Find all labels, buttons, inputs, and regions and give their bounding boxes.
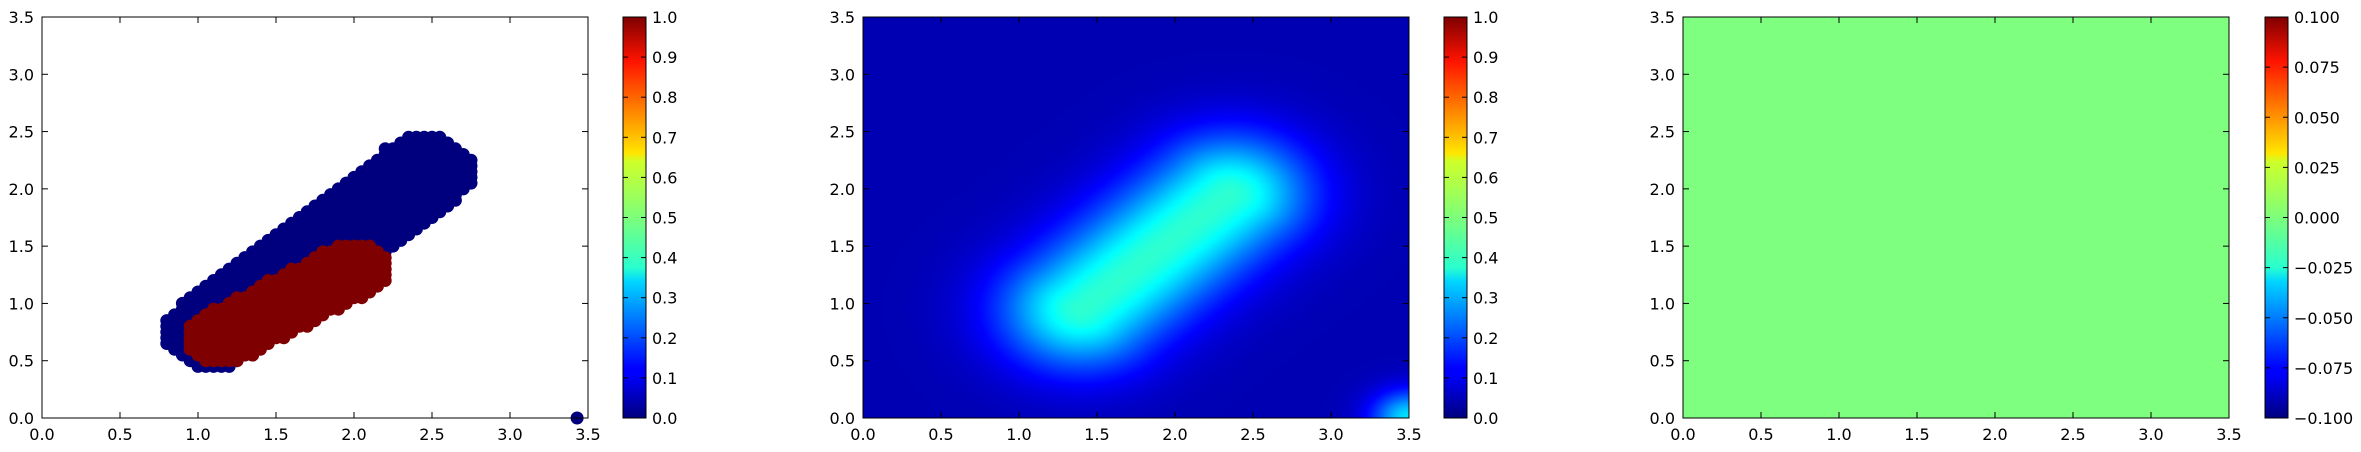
y-tick-label: 1.0: [830, 294, 855, 313]
colorbar-tick-label: 0.7: [1473, 128, 1498, 147]
y-tick-label: 3.0: [830, 65, 855, 84]
y-tick-label: 0.0: [830, 409, 855, 428]
x-tick-label: 2.0: [1162, 425, 1187, 444]
axis-ticks: 0.0 0.5 1.0 1.5 2.0 2.5 3.0 3.5 0.0 0.5 1.0 1.5 2.0 2…: [1650, 8, 2242, 444]
y-tick-label: 2.5: [9, 123, 34, 142]
x-tick-label: 3.0: [497, 425, 522, 444]
y-tick-label: 1.0: [9, 294, 34, 313]
plot-frame: [41, 16, 589, 419]
x-tick-label: 2.5: [1240, 425, 1265, 444]
y-tick-label: 1.5: [830, 237, 855, 256]
colorbar: 0.0 0.1 0.2 0.3 0.4 0.5 0.6 0.7 0.8 0.9 1.0: [1443, 8, 1498, 428]
colorbar-tick-label: −0.075: [2294, 359, 2353, 378]
colorbar: 0.0 0.1 0.2 0.3 0.4 0.5 0.6 0.7 0.8 0.9 1.0: [622, 8, 677, 428]
y-tick-label: 1.0: [1650, 294, 1675, 313]
x-tick-label: 3.5: [575, 425, 600, 444]
x-tick-label: 0.5: [928, 425, 953, 444]
y-tick-label: 2.0: [9, 180, 34, 199]
colorbar-tick-label: 0.0: [1473, 409, 1498, 428]
colorbar-tick-label: −0.050: [2294, 309, 2353, 328]
colorbar-tick-label: 0.1: [1473, 369, 1498, 388]
colorbar-tick-label: 0.8: [1473, 88, 1498, 107]
x-tick-label: 1.0: [185, 425, 210, 444]
panel-2: 0.0 0.5 1.0 1.5 2.0 2.5 3.0 3.5 0.0 0.5 1.0 1.5 2.0 2…: [830, 8, 1499, 444]
colorbar-tick-label: 0.2: [1473, 329, 1498, 348]
x-tick-label: 0.5: [1748, 425, 1773, 444]
colorbar-tick-label: 0.8: [652, 88, 677, 107]
scatter-point: [378, 251, 392, 265]
heatmap-field: [1683, 17, 2229, 418]
x-tick-label: 0.0: [1670, 425, 1695, 444]
x-tick-label: 0.0: [850, 425, 875, 444]
x-tick-label: 2.0: [341, 425, 366, 444]
x-tick-label: 2.5: [2060, 425, 2085, 444]
x-tick-label: 1.5: [1904, 425, 1929, 444]
x-tick-label: 0.0: [29, 425, 54, 444]
colorbar-tick-label: 1.0: [652, 8, 677, 27]
y-tick-label: 3.5: [830, 8, 855, 27]
y-tick-label: 3.0: [1650, 65, 1675, 84]
scatter-points: [160, 130, 584, 425]
y-tick-label: 0.5: [9, 352, 34, 371]
colorbar-tick-label: 0.2: [652, 329, 677, 348]
y-tick-label: 0.0: [1650, 409, 1675, 428]
plot-frame: [1682, 16, 2230, 419]
colorbar-tick-label: 0.7: [652, 128, 677, 147]
axis-ticks: 0.0 0.5 1.0 1.5 2.0 2.5 3.0 3.5 0.0 0.5 1.0 1.5 2.0 2…: [9, 8, 601, 444]
panel-3: 0.0 0.5 1.0 1.5 2.0 2.5 3.0 3.5 0.0 0.5 1.0 1.5 2.0 2…: [1650, 8, 2354, 444]
y-tick-label: 0.5: [830, 352, 855, 371]
y-tick-label: 3.0: [9, 65, 34, 84]
x-tick-label: 3.0: [1318, 425, 1343, 444]
x-tick-label: 3.5: [1396, 425, 1421, 444]
x-tick-label: 2.0: [1982, 425, 2007, 444]
x-tick-label: 0.5: [107, 425, 132, 444]
y-tick-label: 0.0: [9, 409, 34, 428]
colorbar-tick-label: 0.025: [2294, 158, 2340, 177]
colorbar-tick-label: 0.9: [652, 48, 677, 67]
colorbar-tick-label: 0.9: [1473, 48, 1498, 67]
x-tick-label: 1.5: [263, 425, 288, 444]
colorbar-tick-label: 0.1: [652, 369, 677, 388]
y-tick-label: 3.5: [9, 8, 34, 27]
colorbar-tick-label: 0.4: [1473, 249, 1498, 268]
colorbar-tick-label: −0.100: [2294, 409, 2353, 428]
y-tick-label: 1.5: [1650, 237, 1675, 256]
heatmap-field: [863, 17, 1409, 418]
colorbar-tick-label: 0.3: [652, 289, 677, 308]
series-1: [183, 239, 392, 368]
colorbar-tick-label: −0.025: [2294, 259, 2353, 278]
plot-frame: [862, 16, 1410, 419]
colorbar-tick-label: 0.000: [2294, 209, 2340, 228]
colorbar-tick-label: 0.5: [1473, 209, 1498, 228]
colorbar-tick-label: 0.0: [652, 409, 677, 428]
x-tick-label: 1.5: [1084, 425, 1109, 444]
colorbar-tick-label: 0.075: [2294, 58, 2340, 77]
axis-ticks: 0.0 0.5 1.0 1.5 2.0 2.5 3.0 3.5 0.0 0.5 1.0 1.5 2.0 2…: [830, 8, 1422, 444]
y-tick-label: 3.5: [1650, 8, 1675, 27]
y-tick-label: 0.5: [1650, 352, 1675, 371]
y-tick-label: 2.0: [830, 180, 855, 199]
colorbar-tick-label: 0.100: [2294, 8, 2340, 27]
y-tick-label: 1.5: [9, 237, 34, 256]
x-tick-label: 2.5: [419, 425, 444, 444]
colorbar: −0.100 −0.075 −0.050 −0.025 0.000 0.025 0.050 0…: [2264, 8, 2353, 428]
colorbar-tick-label: 0.6: [652, 168, 677, 187]
y-tick-label: 2.0: [1650, 180, 1675, 199]
y-tick-label: 2.5: [1650, 123, 1675, 142]
y-tick-label: 2.5: [830, 123, 855, 142]
panel-1: 0.0 0.5 1.0 1.5 2.0 2.5 3.0 3.5 0.0 0.5 1.0 1.5 2.0 2…: [9, 8, 678, 444]
colorbar-tick-label: 0.3: [1473, 289, 1498, 308]
colorbar-tick-label: 0.050: [2294, 108, 2340, 127]
colorbar-tick-label: 1.0: [1473, 8, 1498, 27]
x-tick-label: 3.0: [2138, 425, 2163, 444]
x-tick-label: 1.0: [1006, 425, 1031, 444]
colorbar-tick-label: 0.4: [652, 249, 677, 268]
x-tick-label: 1.0: [1826, 425, 1851, 444]
colorbar-tick-label: 0.5: [652, 209, 677, 228]
colorbar-tick-label: 0.6: [1473, 168, 1498, 187]
x-tick-label: 3.5: [2216, 425, 2241, 444]
scatter-point: [464, 153, 478, 167]
